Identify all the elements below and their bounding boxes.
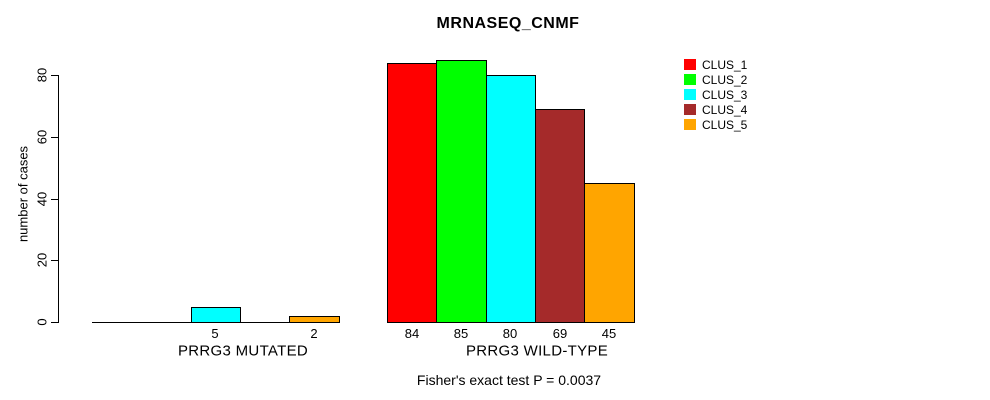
- legend-swatch-icon: [684, 104, 696, 115]
- bar-clus_3-prrg3-wild-type: [486, 75, 536, 323]
- legend-item-clus_2: CLUS_2: [684, 72, 747, 87]
- bar-value-label: 2: [310, 326, 318, 341]
- bar-clus_1-prrg3-wild-type: [387, 63, 437, 323]
- bar-value-label: 45: [601, 326, 617, 341]
- subtitle-fishers-test: Fisher's exact test P = 0.0037: [416, 372, 602, 388]
- legend-label: CLUS_1: [702, 57, 748, 72]
- chart-title: MRNASEQ_CNMF: [436, 15, 580, 32]
- bar-value-label: 69: [552, 326, 568, 341]
- y-tick: [51, 322, 58, 323]
- legend-swatch-icon: [684, 89, 696, 100]
- y-tick: [51, 260, 58, 261]
- legend-item-clus_5: CLUS_5: [684, 117, 747, 132]
- bar-value-label: 80: [502, 326, 518, 341]
- bar-clus_3-prrg3-mutated: [191, 307, 241, 323]
- bar-clus_2-prrg3-wild-type: [436, 60, 487, 323]
- legend-swatch-icon: [684, 119, 696, 130]
- y-tick-label: 40: [34, 191, 50, 207]
- legend-label: CLUS_3: [702, 87, 748, 102]
- legend-label: CLUS_5: [702, 117, 748, 132]
- y-axis-line: [58, 75, 59, 323]
- bar-value-label: 5: [211, 326, 219, 341]
- bar-clus_4-prrg3-wild-type: [535, 109, 585, 323]
- y-tick: [51, 199, 58, 200]
- y-tick-label: 20: [34, 252, 50, 268]
- y-tick-label: 80: [34, 67, 50, 83]
- legend-swatch-icon: [684, 74, 696, 85]
- category-label-prrg3-wild-type: PRRG3 WILD-TYPE: [465, 342, 609, 360]
- category-label-prrg3-mutated: PRRG3 MUTATED: [177, 342, 309, 360]
- legend-item-clus_3: CLUS_3: [684, 87, 747, 102]
- y-tick-label: 60: [34, 129, 50, 145]
- y-tick: [51, 75, 58, 76]
- bar-clus_5-prrg3-mutated: [289, 316, 340, 323]
- bar-value-label: 84: [404, 326, 420, 341]
- bar-clus_5-prrg3-wild-type: [584, 183, 635, 323]
- legend-label: CLUS_2: [702, 72, 748, 87]
- legend-swatch-icon: [684, 59, 696, 70]
- legend-item-clus_4: CLUS_4: [684, 102, 747, 117]
- y-tick: [51, 137, 58, 138]
- bar-value-label: 85: [453, 326, 469, 341]
- legend-label: CLUS_4: [702, 102, 748, 117]
- legend-item-clus_1: CLUS_1: [684, 57, 747, 72]
- y-tick-label: 0: [34, 318, 50, 326]
- legend: CLUS_1 CLUS_2 CLUS_3 CLUS_4 CLUS_5: [684, 57, 747, 132]
